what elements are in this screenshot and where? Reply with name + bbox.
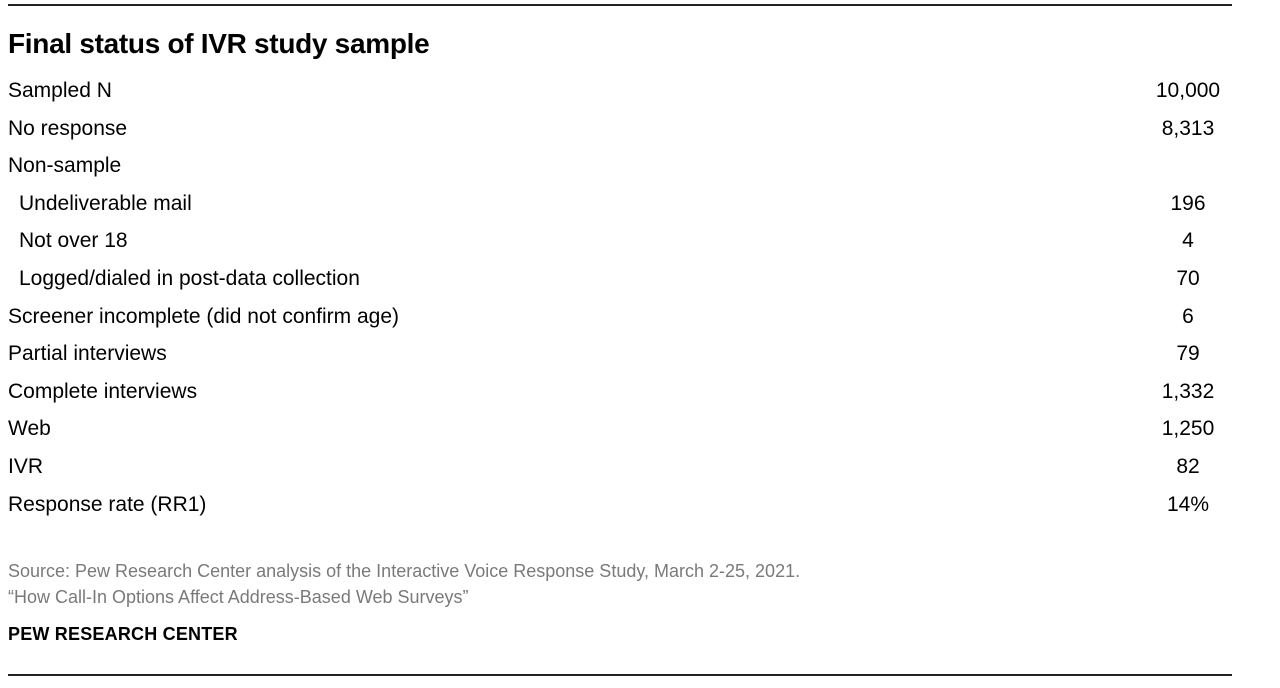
table-row-screener-incomplete: Screener incomplete (did not confirm age… [8, 298, 1232, 336]
source-note: Source: Pew Research Center analysis of … [8, 558, 800, 610]
row-value: 8,313 [1161, 116, 1215, 140]
row-label: No response [8, 116, 128, 140]
row-value: 6 [1182, 304, 1194, 328]
bottom-rule [8, 674, 1232, 676]
status-table: Sampled N 10,000 No response 8,313 Non-s… [8, 72, 1232, 523]
top-rule [8, 4, 1232, 6]
row-value: 70 [1176, 266, 1200, 290]
table-row-no-response: No response 8,313 [8, 110, 1232, 148]
row-label: Screener incomplete (did not confirm age… [8, 304, 400, 328]
row-value: 82 [1176, 454, 1200, 478]
row-value: 1,332 [1161, 379, 1215, 403]
table-row-partial-interviews: Partial interviews 79 [8, 335, 1232, 373]
brand-logo-text: PEW RESEARCH CENTER [8, 624, 238, 644]
row-label: IVR [8, 454, 44, 478]
table-row-sampled-n: Sampled N 10,000 [8, 72, 1232, 110]
row-label: Logged/dialed in post-data collection [19, 266, 360, 290]
row-label: Web [8, 417, 51, 441]
row-value: 196 [1170, 191, 1206, 215]
table-row-web: Web 1,250 [8, 410, 1232, 448]
row-value: 1,250 [1161, 417, 1215, 441]
table-row-ivr: IVR 82 [8, 448, 1232, 486]
row-label: Non-sample [8, 154, 122, 178]
row-value: 14% [1166, 492, 1210, 516]
table-row-response-rate: Response rate (RR1) 14% [8, 486, 1232, 524]
table-row-logged-dialed: Logged/dialed in post-data collection 70 [8, 260, 1232, 298]
row-value: 10,000 [1155, 79, 1221, 102]
row-label: Response rate (RR1) [8, 492, 207, 516]
source-line: Source: Pew Research Center analysis of … [8, 561, 801, 581]
row-value: 4 [1182, 229, 1194, 253]
row-value: 79 [1176, 342, 1200, 366]
row-label: Not over 18 [19, 229, 128, 253]
row-label: Undeliverable mail [19, 191, 192, 215]
table-row-complete-interviews: Complete interviews 1,332 [8, 373, 1232, 411]
table-row-undeliverable-mail: Undeliverable mail 196 [8, 185, 1232, 223]
report-title-line: “How Call-In Options Affect Address-Base… [8, 587, 469, 607]
table-row-not-over-18: Not over 18 4 [8, 222, 1232, 260]
row-label: Sampled N [8, 79, 112, 102]
page-title: Final status of IVR study sample [8, 28, 430, 59]
row-label: Complete interviews [8, 379, 198, 403]
row-label: Partial interviews [8, 342, 167, 366]
table-row-non-sample: Non-sample [8, 147, 1232, 185]
